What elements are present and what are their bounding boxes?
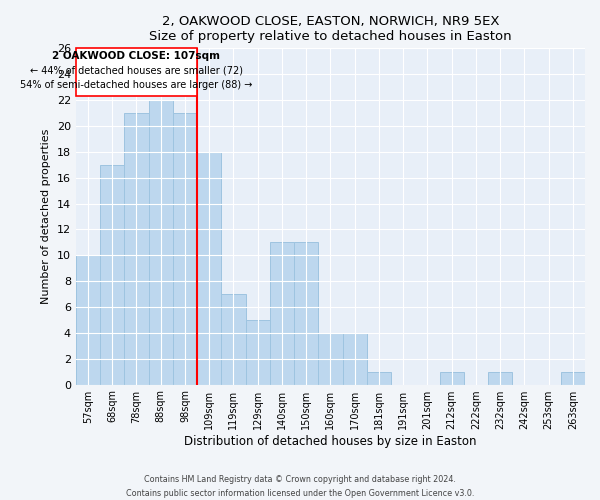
Text: Contains HM Land Registry data © Crown copyright and database right 2024.
Contai: Contains HM Land Registry data © Crown c… — [126, 476, 474, 498]
Bar — [561, 372, 585, 384]
Bar — [440, 372, 464, 384]
Bar — [221, 294, 245, 384]
Bar — [367, 372, 391, 384]
Bar — [245, 320, 270, 384]
Text: 2 OAKWOOD CLOSE: 107sqm: 2 OAKWOOD CLOSE: 107sqm — [52, 51, 220, 61]
Bar — [318, 333, 343, 384]
Bar — [76, 256, 100, 384]
Bar — [343, 333, 367, 384]
Title: 2, OAKWOOD CLOSE, EASTON, NORWICH, NR9 5EX
Size of property relative to detached: 2, OAKWOOD CLOSE, EASTON, NORWICH, NR9 5… — [149, 15, 512, 43]
Bar — [149, 100, 173, 384]
Bar — [270, 242, 294, 384]
Bar — [100, 164, 124, 384]
Bar — [488, 372, 512, 384]
Bar — [197, 152, 221, 384]
Text: 54% of semi-detached houses are larger (88) →: 54% of semi-detached houses are larger (… — [20, 80, 253, 90]
Y-axis label: Number of detached properties: Number of detached properties — [41, 129, 51, 304]
Bar — [124, 113, 149, 384]
Bar — [294, 242, 318, 384]
Text: ← 44% of detached houses are smaller (72): ← 44% of detached houses are smaller (72… — [30, 66, 243, 76]
X-axis label: Distribution of detached houses by size in Easton: Distribution of detached houses by size … — [184, 434, 476, 448]
FancyBboxPatch shape — [76, 48, 197, 96]
Bar — [173, 113, 197, 384]
